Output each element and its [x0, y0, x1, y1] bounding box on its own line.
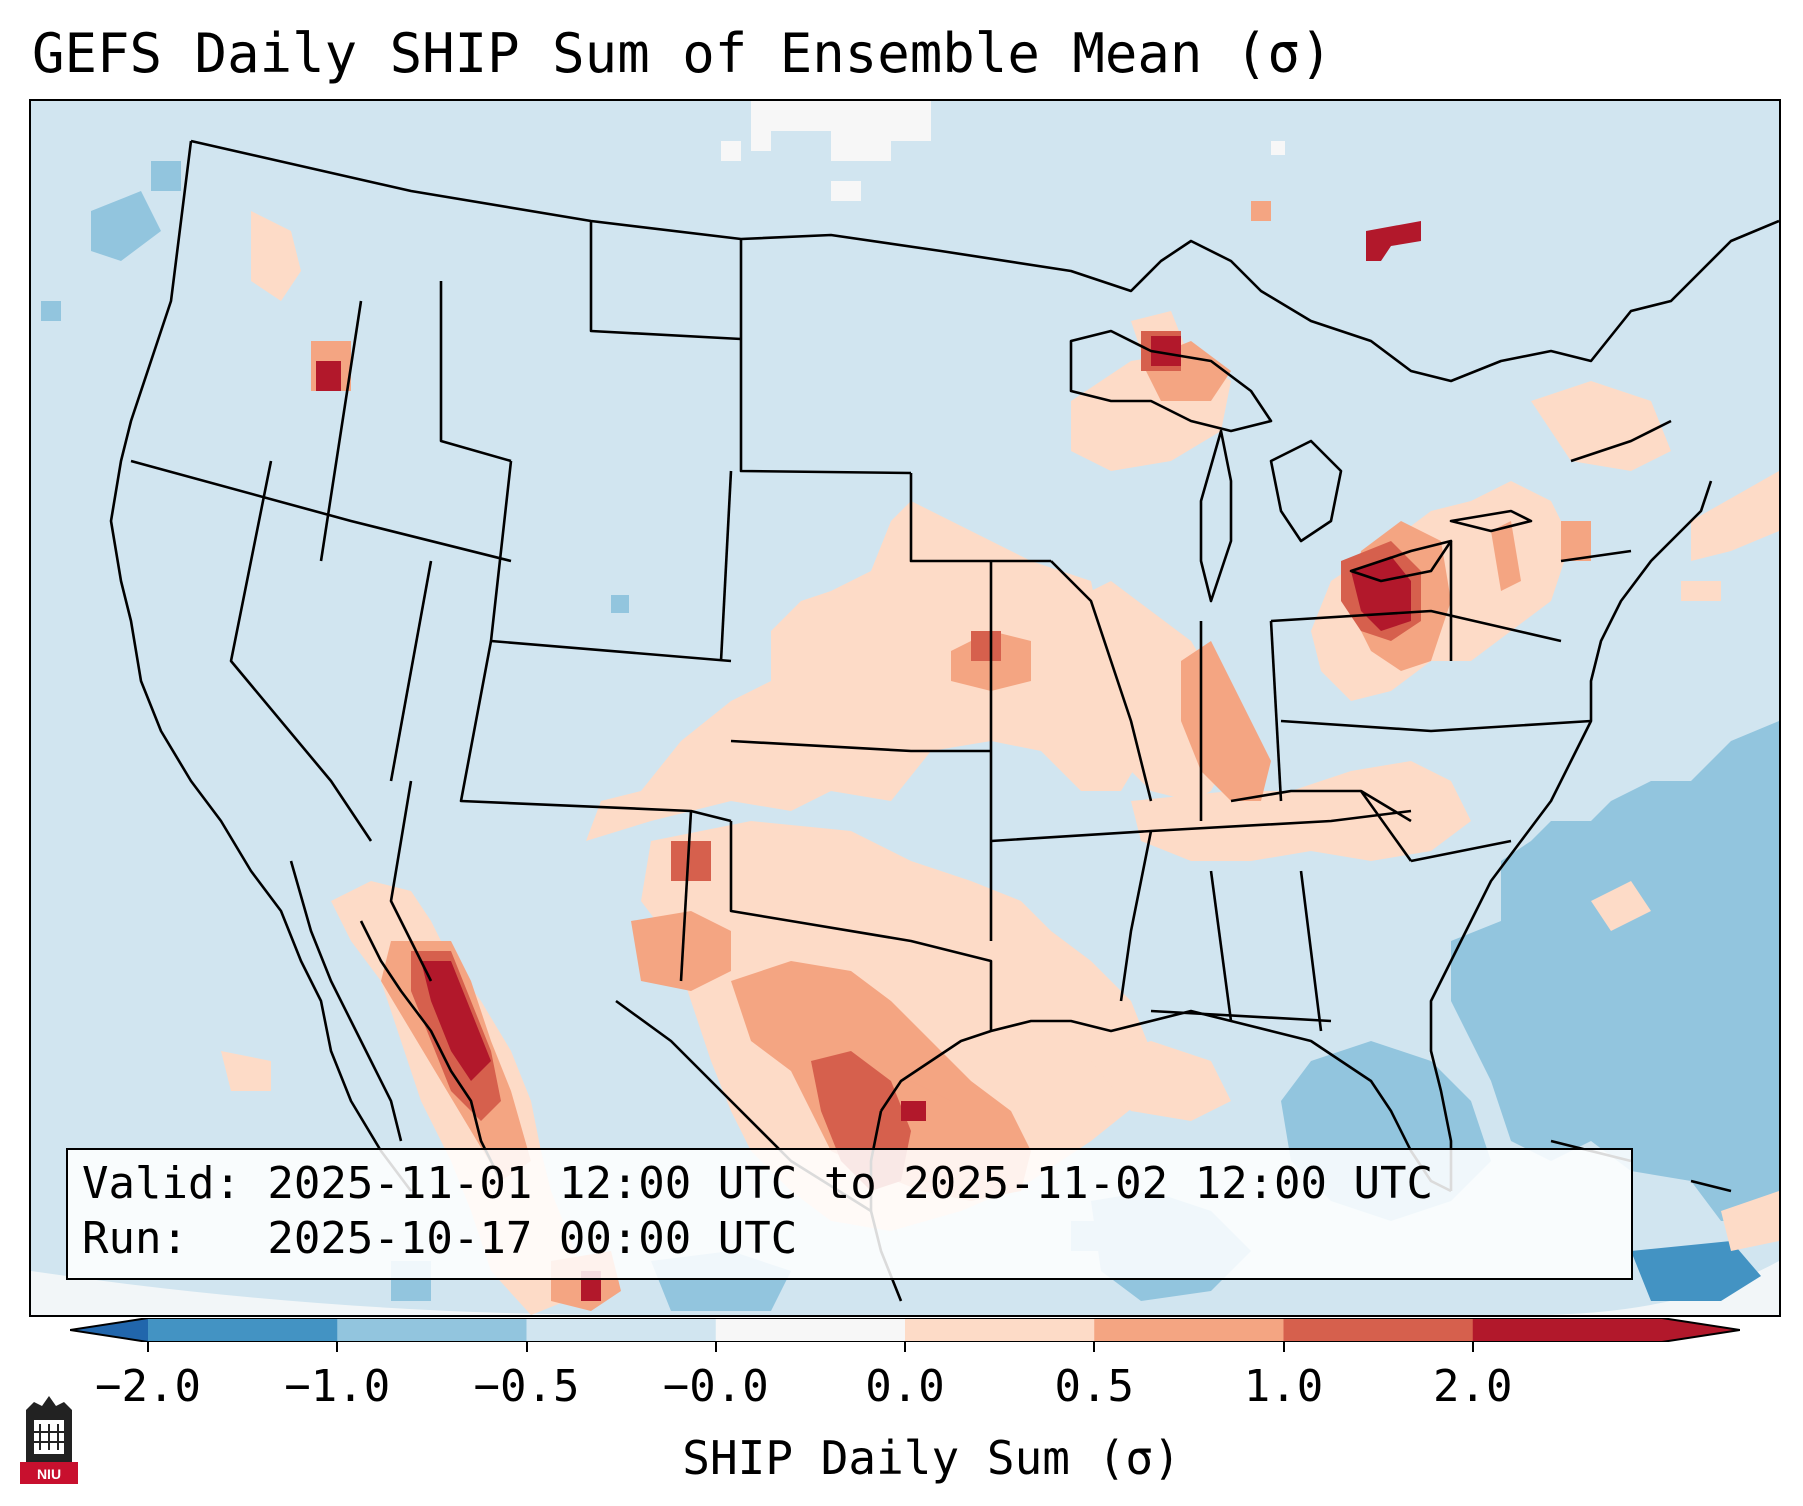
colorbar [70, 1318, 1740, 1342]
colorbar-tick-label: 1.0 [1243, 1361, 1324, 1412]
colorbar-segment [337, 1318, 527, 1342]
colorbar-extend-high [1662, 1318, 1740, 1342]
chart-title: GEFS Daily SHIP Sum of Ensemble Mean (σ) [32, 22, 1333, 85]
near-zero-regions [721, 101, 1285, 685]
logo-text: NIU [36, 1466, 62, 1482]
domain-edge [31, 1271, 631, 1315]
colorbar-tick-label: −2.0 [95, 1361, 201, 1412]
valid-run-info-box: Valid: 2025-11-01 12:00 UTC to 2025-11-0… [66, 1148, 1633, 1280]
colorbar-tick-label: 0.5 [1054, 1361, 1134, 1412]
colorbar-tick-mark [904, 1342, 906, 1352]
colorbar-label: SHIP Daily Sum (σ) [682, 1431, 1181, 1485]
colorbar-tick-mark [1093, 1342, 1096, 1352]
colorbar-tick-label: −1.0 [284, 1361, 391, 1412]
colorbar-tick-label: −0.0 [662, 1361, 769, 1412]
map-panel [29, 99, 1781, 1317]
domain-edge-right [1531, 1261, 1779, 1315]
colorbar-segment [1283, 1318, 1474, 1342]
colorbar-segment [148, 1318, 338, 1342]
map-canvas [31, 101, 1779, 1315]
positive-anomaly-extreme [316, 221, 1421, 1301]
colorbar-segment [526, 1318, 717, 1342]
colorbar-tick-mark [525, 1342, 528, 1352]
colorbar-tick-mark [714, 1342, 717, 1352]
niu-logo-icon [20, 1396, 78, 1484]
colorbar-tick-mark [336, 1342, 339, 1352]
colorbar-tick-mark [1471, 1342, 1474, 1352]
colorbar-segment [905, 1318, 1095, 1342]
colorbar-tick-mark [1282, 1342, 1285, 1352]
colorbar-tick-label: 2.0 [1433, 1361, 1513, 1412]
run-time-label: Run: 2025-10-17 00:00 UTC [82, 1213, 798, 1264]
map-boundaries [109, 139, 1779, 1302]
colorbar-extend-low [70, 1318, 148, 1342]
negative-anomaly-regions [41, 161, 1779, 1311]
colorbar-tick-label: −0.5 [473, 1361, 580, 1412]
valid-time-label: Valid: 2025-11-01 12:00 UTC to 2025-11-0… [82, 1158, 1434, 1209]
colorbar-tick-mark [147, 1342, 149, 1352]
colorbar-tick-label: 0.0 [865, 1361, 945, 1412]
colorbar-segment [1472, 1318, 1663, 1342]
colorbar-segment [1094, 1318, 1284, 1342]
colorbar-segment [715, 1318, 906, 1342]
